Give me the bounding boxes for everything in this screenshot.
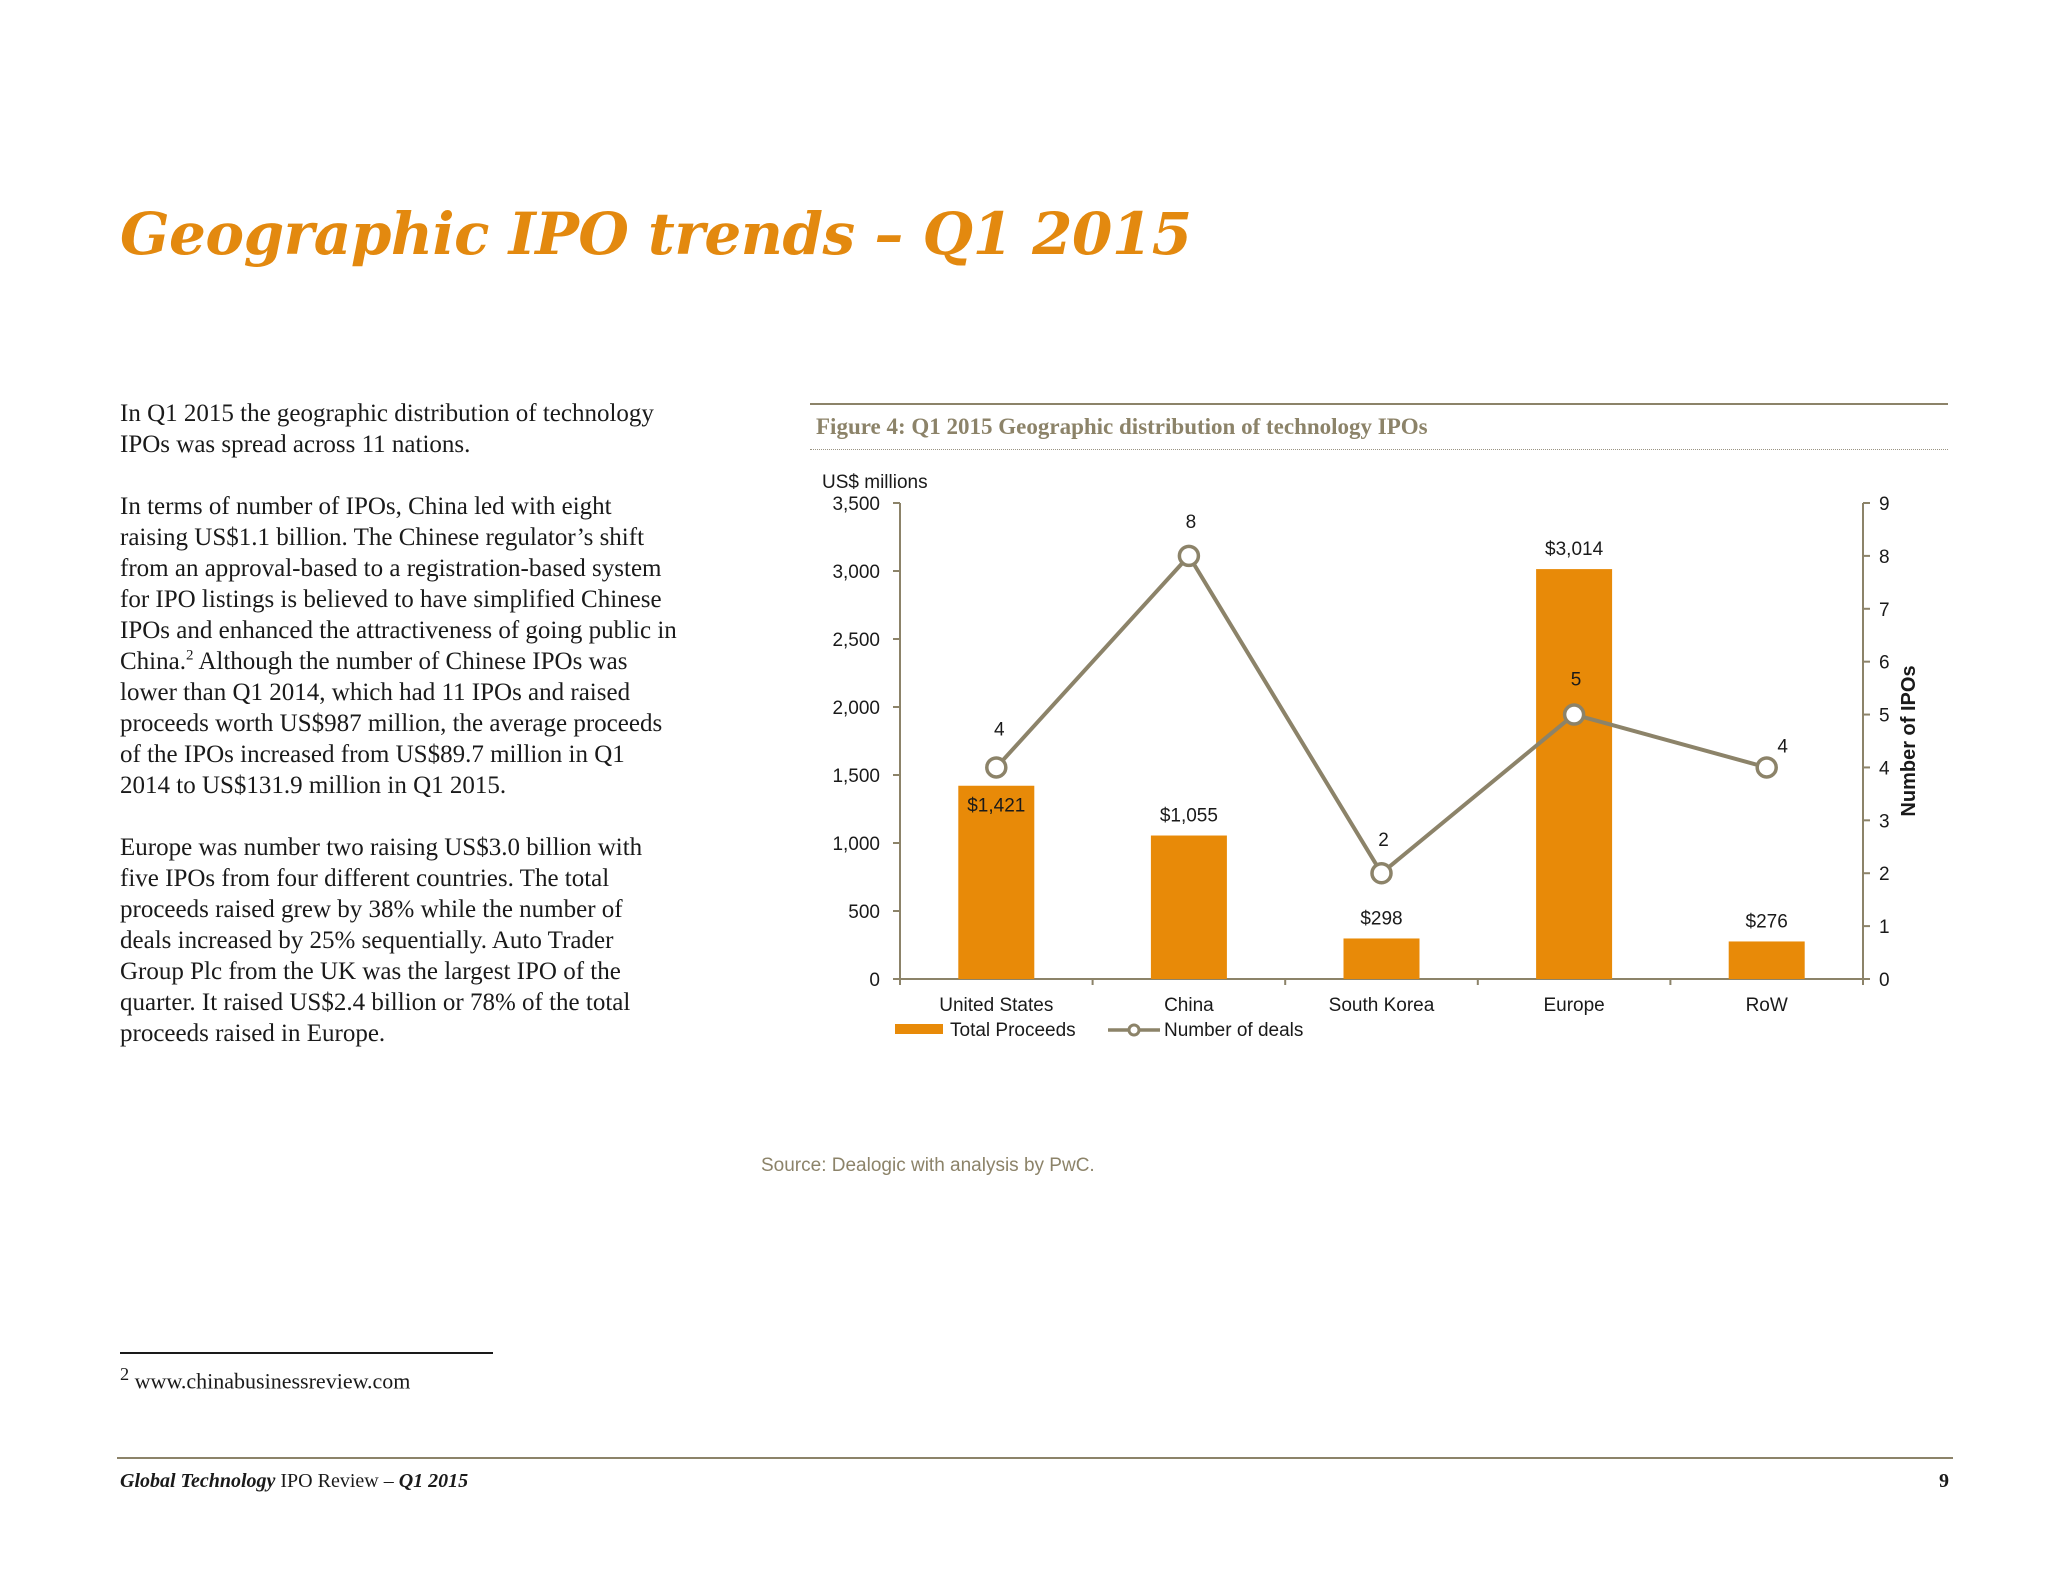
footnote: 2 www.chinabusinessreview.com [120,1364,410,1394]
x-axis-category-label: China [1164,995,1214,1016]
page-title: Geographic IPO trends – Q1 2015 [120,200,1192,268]
figure-top-rule [810,403,1948,405]
line-marker-number-of-deals [985,756,1008,779]
y2-axis-tick-label: 4 [1879,758,1890,779]
legend-swatch-marker-number-of-deals [1127,1023,1141,1037]
line-number-of-deals [994,553,1768,876]
line-marker-number-of-deals [1562,703,1586,726]
footer-publication-rest: IPO Review – [275,1470,399,1492]
source-note: Source: Dealogic with analysis by PwC. [761,1155,1095,1176]
y-axis-tick-label: 2,500 [832,630,880,651]
figure-caption-rule [810,449,1948,450]
legend-label-number-of-deals: Number of deals [1164,1020,1303,1041]
bar-total-proceeds [958,785,1035,979]
footnote-rule [120,1352,493,1354]
paragraph-2: In terms of number of IPOs, China led wi… [120,491,680,801]
x-axis-category-label: United States [939,995,1053,1016]
bar-total-proceeds [1150,835,1227,979]
line-data-label: 4 [1777,736,1788,757]
x-axis-category-label: RoW [1746,995,1788,1016]
y2-axis-tick-label: 8 [1879,547,1890,568]
bar-data-label: $298 [1360,908,1402,929]
footnote-marker: 2 [120,1364,130,1384]
y2-axis-tick-label: 5 [1879,706,1890,727]
bar-total-proceeds [1728,941,1805,979]
paragraph-2-part-1: In terms of number of IPOs, China led wi… [120,493,677,675]
line-marker-number-of-deals [1755,756,1778,779]
line-marker-number-of-deals [1177,544,1201,568]
y-axis-tick-label: 3,500 [832,494,880,515]
line-data-label: 4 [994,719,1005,740]
x-axis-category-label: South Korea [1329,995,1435,1016]
footer-rule [117,1457,1953,1459]
y-axis-title: US$ millions [822,472,928,493]
y-axis-tick-label: 2,000 [832,698,880,719]
y2-axis-tick-label: 6 [1879,653,1890,674]
body-text: In Q1 2015 the geographic distribution o… [120,398,680,1080]
footnote-reference: 2 [185,647,194,664]
footer-publication: Global Technology IPO Review – Q1 2015 [120,1470,468,1493]
legend-label-total-proceeds: Total Proceeds [950,1020,1076,1041]
paragraph-2-part-2: Although the number of Chinese IPOs was … [120,648,663,799]
line-data-label: 8 [1186,512,1197,533]
footer-publication-bold: Global Technology [120,1470,276,1492]
paragraph-3: Europe was number two raising US$3.0 bil… [120,834,643,1047]
legend-swatch-total-proceeds [895,1024,943,1034]
y2-axis-tick-label: 9 [1879,494,1890,515]
bar-data-label: $1,055 [1160,806,1218,827]
line-data-label: 2 [1378,830,1389,851]
x-axis-category-label: Europe [1543,995,1604,1016]
y-axis-tick-label: 3,000 [832,562,880,583]
y2-axis-tick-label: 1 [1879,917,1890,938]
y-axis-tick-label: 1,000 [832,834,880,855]
paragraph-1: In Q1 2015 the geographic distribution o… [120,400,654,458]
bar-total-proceeds [1343,938,1420,979]
y2-axis-tick-label: 2 [1879,864,1890,885]
y-axis-tick-label: 500 [848,902,880,923]
bar-data-label: $276 [1746,911,1788,932]
bar-data-label: $3,014 [1545,539,1604,560]
y2-axis-title: Number of IPOs [1898,665,1920,816]
y2-axis-tick-label: 3 [1879,811,1890,832]
line-marker-number-of-deals [1370,861,1393,885]
figure-caption: Figure 4: Q1 2015 Geographic distributio… [816,414,1428,439]
footnote-text: www.chinabusinessreview.com [129,1368,411,1394]
line-data-label: 5 [1571,670,1582,691]
bar-data-label: $1,421 [967,796,1025,817]
y-axis-tick-label: 0 [869,970,880,991]
footer-period: Q1 2015 [398,1470,469,1492]
page-number: 9 [1939,1470,1949,1492]
y2-axis-tick-label: 7 [1879,600,1890,621]
y2-axis-tick-label: 0 [1879,970,1890,991]
y-axis-tick-label: 1,500 [832,766,880,787]
bar-total-proceeds [1536,569,1613,979]
